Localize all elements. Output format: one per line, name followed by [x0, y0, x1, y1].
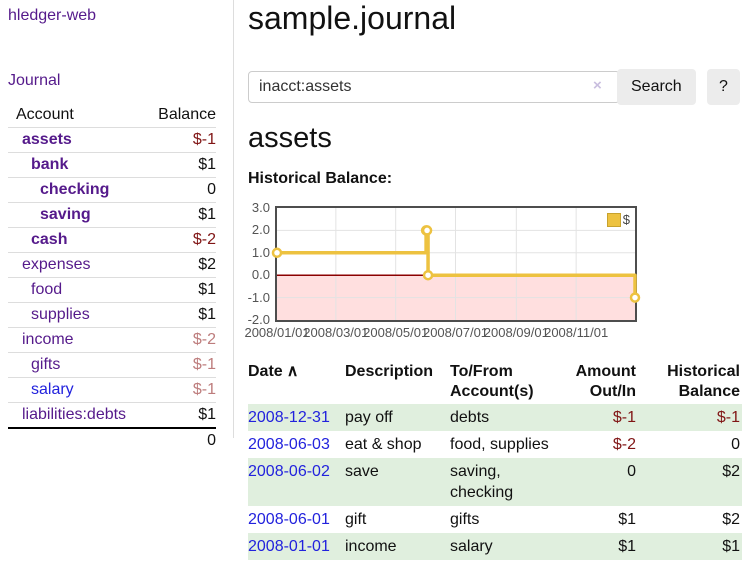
- transaction-balance: $1: [638, 533, 742, 560]
- account-link-gifts[interactable]: gifts: [31, 356, 61, 373]
- y-axis-tick-label: 2.0: [251, 222, 270, 238]
- register-header-amount: Amount Out/In: [575, 363, 636, 400]
- account-balance: $1: [112, 277, 216, 303]
- transaction-date-link[interactable]: 2008-01-01: [248, 538, 330, 555]
- account-link-bank[interactable]: bank: [31, 156, 69, 173]
- transaction-balance: $2: [638, 458, 742, 506]
- sidebar-item-journal[interactable]: Journal: [8, 72, 61, 89]
- register-row: 2008-06-03 eat & shop food, supplies $-2…: [248, 431, 742, 458]
- account-balance: $-1: [112, 377, 216, 403]
- register-row: 2008-12-31 pay off debts $-1 $-1: [248, 404, 742, 431]
- legend-swatch-icon: [606, 212, 621, 227]
- x-axis-tick-label: 2008/09/01: [483, 325, 549, 340]
- search-form: × Search ?: [248, 69, 742, 105]
- transaction-amount: $1: [618, 511, 636, 528]
- transaction-amount: $1: [560, 533, 638, 560]
- account-link-income[interactable]: income: [22, 331, 74, 348]
- register-row: 2008-06-02 save saving, checking 0 $2: [248, 458, 742, 506]
- x-axis-tick-label: 2008/01/01: [244, 325, 310, 340]
- transaction-amount: 0: [560, 458, 638, 506]
- x-axis-tick-label: 2008/07/01: [422, 325, 489, 340]
- search-input[interactable]: [248, 71, 620, 103]
- account-link-salary[interactable]: salary: [31, 381, 74, 398]
- account-balance: $-1: [112, 127, 216, 153]
- y-axis-tick-label: 0.0: [251, 267, 270, 283]
- account-link-liabilities-debts[interactable]: liabilities:debts: [22, 406, 127, 423]
- chart-title: Historical Balance:: [248, 170, 393, 187]
- account-balance: $1: [112, 202, 216, 228]
- account-balance: $-2: [112, 327, 216, 353]
- accounts-header-balance: Balance: [158, 106, 216, 123]
- account-link-assets[interactable]: assets: [22, 131, 72, 148]
- accounts-header-account: Account: [16, 106, 74, 123]
- transaction-accounts: food, supplies: [450, 436, 549, 453]
- transaction-description: income: [345, 533, 450, 560]
- x-axis-tick-label: 2008/05/01: [363, 325, 429, 340]
- transaction-balance: 0: [731, 436, 740, 453]
- y-axis-tick-label: -2.0: [247, 312, 270, 327]
- account-link-saving[interactable]: saving: [40, 206, 91, 223]
- y-axis-tick-label: -1.0: [247, 289, 270, 305]
- account-link-food[interactable]: food: [31, 281, 63, 298]
- x-axis-tick-label: 2008/03/01: [303, 325, 369, 340]
- chart-y-axis-labels: 3.0 2.0 1.0 0.0 -1.0 -2.0: [247, 200, 270, 327]
- transaction-accounts: saving, checking: [450, 458, 560, 506]
- transaction-date-link[interactable]: 2008-12-31: [248, 409, 330, 426]
- transaction-description: save: [345, 458, 450, 506]
- x-axis-tick-label: 2008/11/01: [544, 325, 609, 340]
- transaction-description: pay off: [345, 404, 450, 431]
- accounts-total: 0: [112, 427, 216, 453]
- transaction-amount: $-1: [560, 404, 638, 431]
- transaction-date-link[interactable]: 2008-06-02: [248, 463, 330, 480]
- register-table: Date ∧ Description To/From Account(s) Amo…: [248, 360, 742, 560]
- page-title: sample.journal: [248, 0, 457, 36]
- legend-label: $: [622, 212, 630, 227]
- register-header-balance: Historical Balance: [667, 363, 740, 400]
- account-balance: $1: [112, 152, 216, 178]
- account-link-cash[interactable]: cash: [31, 231, 68, 248]
- register-header-description: Description: [345, 363, 434, 380]
- sidebar: hledger-web Journal Account Balance asse…: [0, 0, 234, 453]
- register-header-account: To/From Account(s): [450, 363, 534, 400]
- account-balance: $-1: [112, 352, 216, 378]
- account-balance: $1: [112, 402, 216, 428]
- transaction-description: eat & shop: [345, 436, 422, 453]
- transaction-balance: $-1: [638, 404, 742, 431]
- account-link-expenses[interactable]: expenses: [22, 256, 91, 273]
- chart-plot-area: $: [271, 206, 641, 322]
- transaction-date-link[interactable]: 2008-06-03: [248, 436, 330, 453]
- search-button[interactable]: Search: [617, 69, 696, 105]
- transaction-description: gift: [345, 511, 367, 528]
- account-balance: $2: [112, 252, 216, 278]
- app-brand-link[interactable]: hledger-web: [8, 7, 97, 24]
- transaction-accounts: salary: [450, 533, 560, 560]
- account-heading: assets: [248, 122, 332, 154]
- register-row: 2008-01-01 income salary $1 $1: [248, 533, 742, 560]
- register-header-date[interactable]: Date ∧: [248, 363, 299, 380]
- y-axis-tick-label: 3.0: [251, 200, 270, 215]
- account-balance: 0: [112, 177, 216, 203]
- account-link-supplies[interactable]: supplies: [31, 306, 90, 323]
- account-balance: $-2: [112, 227, 216, 253]
- transaction-accounts: gifts: [450, 511, 480, 528]
- sort-ascending-icon: ∧: [286, 363, 299, 380]
- clear-search-icon[interactable]: ×: [593, 77, 602, 94]
- transaction-amount: $-2: [612, 436, 636, 453]
- transaction-accounts: debts: [450, 404, 560, 431]
- historical-balance-chart: 3.0 2.0 1.0 0.0 -1.0 -2.0 $ 2008/01/01 2008/03…: [244, 200, 742, 344]
- account-link-checking[interactable]: checking: [40, 181, 110, 198]
- help-button[interactable]: ?: [707, 69, 740, 105]
- transaction-balance: $2: [722, 511, 740, 528]
- y-axis-tick-label: 1.0: [251, 244, 270, 260]
- account-balance: $1: [112, 302, 216, 328]
- chart-legend: $: [604, 211, 632, 228]
- accounts-table: Account Balance assets $-1 bank $1 checkin…: [8, 103, 216, 453]
- register-row: 2008-06-01 gift gifts $1 $2: [248, 506, 742, 533]
- transaction-date-link[interactable]: 2008-06-01: [248, 511, 330, 528]
- chart-x-axis-labels: 2008/01/01 2008/03/01 2008/05/01 2008/07/01…: [244, 325, 742, 341]
